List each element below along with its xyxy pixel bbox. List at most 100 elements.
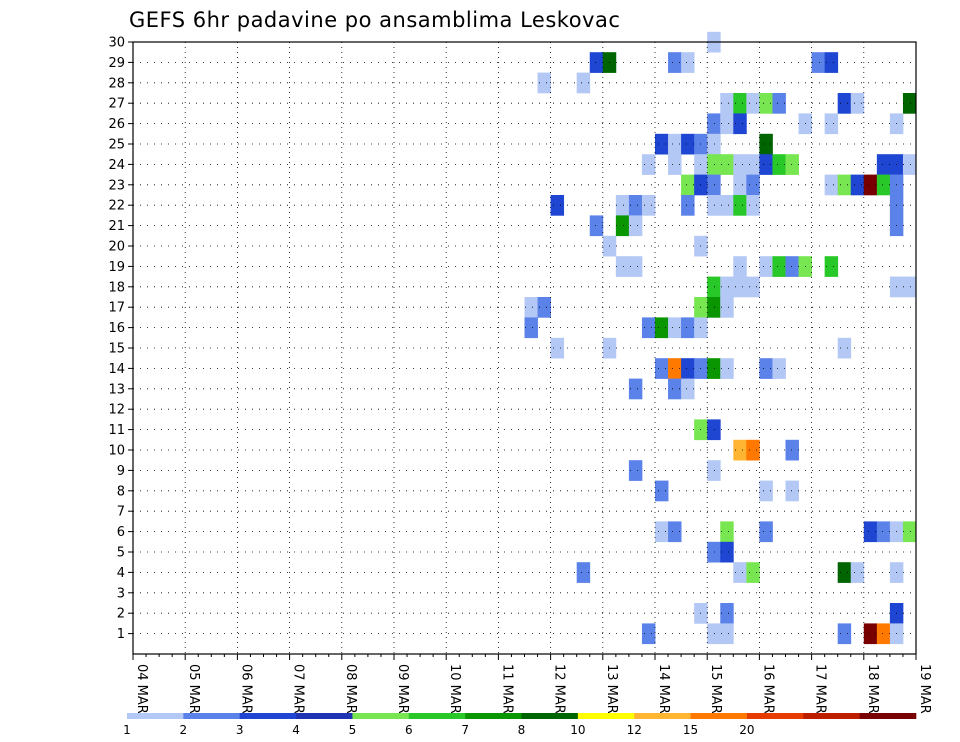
heatmap-cell	[628, 378, 643, 400]
heatmap-cell	[720, 297, 734, 318]
heatmap-cell	[589, 215, 604, 237]
heatmap-cell	[733, 195, 747, 216]
heatmap-cell	[746, 154, 760, 175]
heatmap-cells	[524, 31, 917, 645]
heatmap-cell	[720, 623, 734, 645]
y-tick-label: 9	[117, 464, 125, 479]
x-tick-label: 09 MAR	[395, 664, 410, 714]
y-tick-label: 18	[108, 280, 125, 295]
y-tick-label: 23	[108, 178, 125, 193]
heatmap-cell	[668, 358, 682, 379]
y-tick-label: 3	[117, 586, 125, 601]
legend-label: 6	[405, 723, 413, 737]
heatmap-cell	[902, 521, 917, 543]
heatmap-cell	[576, 72, 591, 94]
heatmap-cell	[720, 276, 734, 298]
x-tick-label: 16 MAR	[760, 664, 775, 714]
heatmap-cell	[811, 52, 826, 73]
heatmap-cell	[641, 195, 656, 216]
heatmap-cell	[850, 93, 865, 114]
heatmap-cell	[824, 256, 839, 277]
heatmap-cell	[733, 256, 747, 277]
y-tick-label: 7	[117, 505, 125, 520]
heatmap-cell	[837, 93, 852, 114]
heatmap-cell	[772, 256, 786, 277]
heatmap-cell	[707, 276, 721, 298]
heatmap-cell	[707, 623, 721, 645]
heatmap-cell	[720, 154, 734, 175]
heatmap-cell	[720, 358, 734, 379]
heatmap-cell	[759, 133, 773, 155]
grid	[133, 41, 916, 654]
y-tick-label: 15	[108, 342, 125, 357]
heatmap-cell	[589, 52, 604, 73]
heatmap-cell	[707, 419, 721, 441]
heatmap-cell	[824, 174, 839, 196]
heatmap-cell	[681, 317, 695, 339]
heatmap-cell	[733, 439, 747, 461]
heatmap-cell	[733, 93, 747, 114]
heatmap-cell	[668, 521, 682, 543]
legend-swatch	[239, 713, 297, 719]
y-tick-label: 5	[117, 546, 125, 561]
legend-swatch	[521, 713, 579, 719]
y-tick-label: 28	[108, 76, 125, 91]
legend-label: 10	[570, 723, 585, 737]
heatmap-cell	[759, 154, 773, 175]
heatmap-cell	[537, 72, 551, 94]
y-tick-label: 6	[117, 525, 125, 540]
chart-title: GEFS 6hr padavine po ansamblima Leskovac	[129, 8, 620, 32]
heatmap-cell	[628, 460, 643, 481]
heatmap-cell	[628, 256, 643, 277]
heatmap-cell	[707, 460, 721, 481]
heatmap-cell	[863, 521, 878, 543]
x-tick-label: 07 MAR	[291, 664, 306, 714]
heatmap-cell	[876, 154, 891, 175]
heatmap-cell	[759, 358, 773, 379]
x-tick-label: 11 MAR	[499, 664, 514, 714]
heatmap-cell	[655, 133, 669, 155]
heatmap-cell	[772, 154, 786, 175]
color-legend: 1 2 3 4 5 6 7 8 10 12 15 20	[123, 713, 917, 737]
legend-swatch	[127, 713, 184, 719]
heatmap-cell	[707, 174, 721, 196]
heatmap-cell	[628, 215, 643, 237]
heatmap-cell	[707, 541, 721, 563]
heatmap-cell	[720, 195, 734, 216]
y-tick-label: 27	[108, 97, 125, 112]
y-tick-label: 14	[108, 362, 125, 377]
x-tick-label: 17 MAR	[813, 664, 828, 714]
heatmap-cell	[902, 276, 917, 298]
heatmap-cell	[863, 623, 878, 645]
legend-swatch	[465, 713, 522, 719]
y-tick-label: 1	[117, 627, 125, 642]
y-tick-label: 22	[108, 199, 125, 214]
heatmap-cell	[668, 52, 682, 73]
heatmap-cell	[746, 195, 760, 216]
heatmap-cell	[863, 174, 878, 196]
y-tick-label: 19	[108, 260, 125, 275]
y-tick-label: 2	[117, 607, 125, 622]
y-tick-label: 12	[108, 403, 125, 418]
legend-swatch	[352, 713, 410, 719]
legend-label: 7	[461, 723, 469, 737]
heatmap-cell	[759, 480, 773, 502]
heatmap-cell	[681, 195, 695, 216]
x-tick-label: 14 MAR	[656, 664, 671, 714]
legend-swatch	[183, 713, 241, 719]
x-tick-label: 12 MAR	[552, 664, 567, 714]
legend-label: 2	[180, 723, 188, 737]
y-tick-label: 30	[108, 36, 125, 51]
heatmap-cell	[902, 93, 917, 114]
x-tick-label: 13 MAR	[604, 664, 619, 714]
heatmap-cell	[837, 337, 852, 359]
x-axis: 04 MAR 05 MAR 06 MAR 07 MAR 08 MAR 09 MAR 10 M…	[132, 654, 932, 714]
heatmap-cell	[655, 521, 669, 543]
legend-swatch	[690, 713, 748, 719]
y-tick-label: 13	[108, 382, 125, 397]
y-tick-label: 21	[108, 219, 125, 234]
heatmap-cell	[733, 154, 747, 175]
heatmap-cell	[550, 195, 565, 216]
legend-label: 1	[123, 723, 131, 737]
